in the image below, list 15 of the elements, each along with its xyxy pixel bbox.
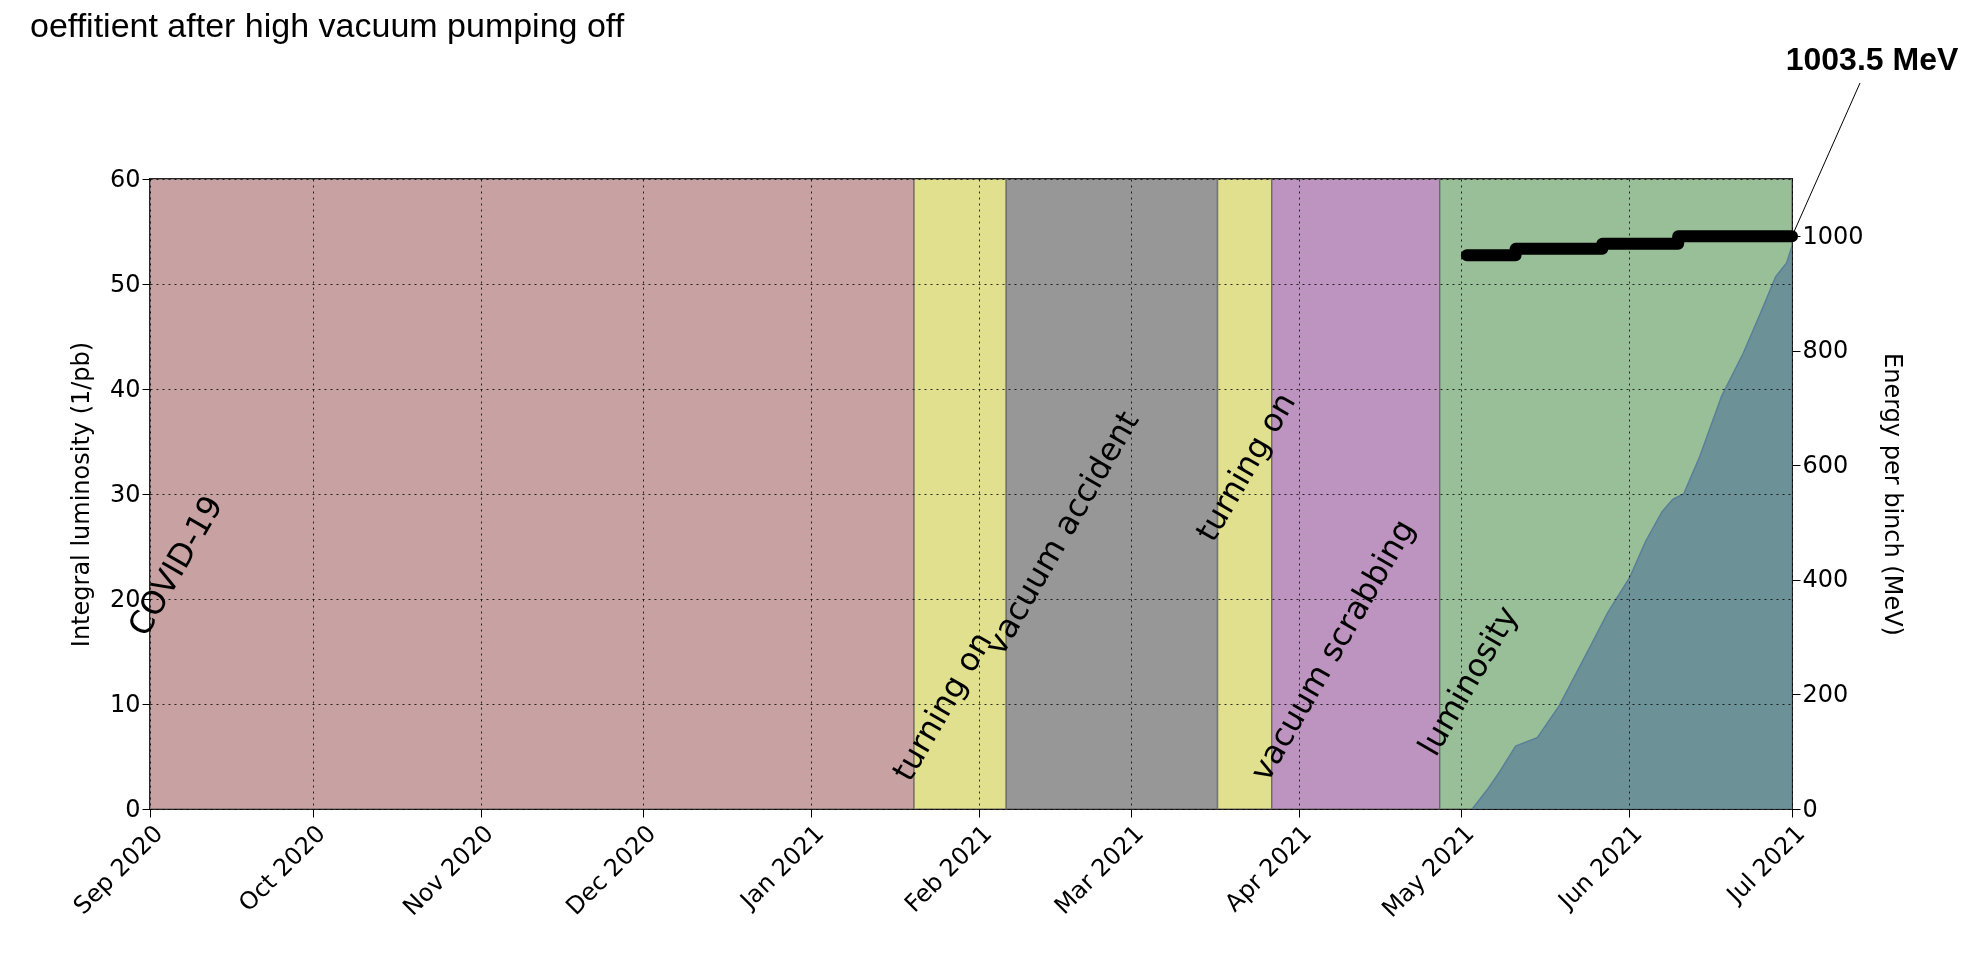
y2-tick-label: 200 [1802,679,1849,708]
chart-title: oeffitient after high vacuum pumping off [30,6,625,44]
y-tick-label: 0 [125,794,141,823]
y2-tick-label: 1000 [1802,221,1864,250]
y-tick-label: 40 [109,374,141,403]
text: 1003.5 MeV [1785,41,1959,77]
y2-tick-label: 600 [1802,450,1849,479]
y2-tick-label: 0 [1802,794,1818,823]
y-tick-label: 60 [109,164,141,193]
y2-axis-title: Energy per binch (MeV) [1878,353,1907,636]
y-axis-title: Integral luminosity (1/pb) [66,341,95,648]
y-tick-label: 50 [109,269,141,298]
y2-tick-label: 400 [1802,565,1849,594]
y-tick-label: 10 [109,689,141,718]
y2-tick-label: 800 [1802,336,1849,365]
